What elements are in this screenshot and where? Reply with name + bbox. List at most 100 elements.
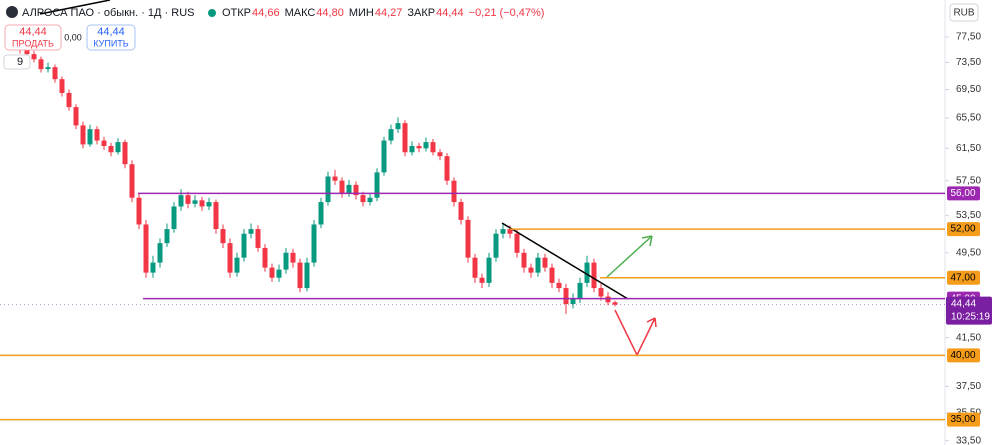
buy-label[interactable]: КУПИТЬ	[93, 38, 128, 48]
level-badge	[947, 222, 980, 237]
buy-price[interactable]: 44,44	[97, 26, 125, 38]
y-tick-label: 41,50	[956, 332, 981, 343]
level-label: 40,00	[950, 350, 975, 361]
candle-body	[101, 140, 107, 146]
candle-body	[325, 176, 331, 203]
candle-body	[220, 229, 226, 244]
drawings	[39, 0, 657, 357]
candle-body	[514, 233, 520, 253]
candle-body	[206, 202, 212, 207]
candle-body	[178, 195, 184, 207]
candle-body	[577, 282, 583, 299]
level-label: 52,00	[950, 224, 975, 235]
candle-body	[108, 145, 114, 153]
ohlc-value: 44,27	[375, 7, 403, 19]
candle-body	[241, 233, 247, 258]
level-badge	[947, 412, 980, 427]
candle-body	[52, 67, 58, 80]
candle-body	[542, 257, 548, 268]
candle-body	[150, 262, 156, 273]
candle-body	[80, 125, 86, 145]
candle-body	[584, 262, 590, 283]
candle-body	[563, 288, 569, 305]
candle-body	[402, 123, 408, 153]
candle-body	[598, 288, 604, 297]
candle-body	[451, 180, 457, 203]
candle-body	[45, 67, 51, 70]
candle-body	[290, 252, 296, 263]
header: АЛРОСА ПАО · обыкн. · 1Д · RUS 44,44 ПРО…	[3, 3, 979, 70]
change: −0,21 (−0,47%)	[469, 7, 545, 19]
candle-body	[164, 229, 170, 244]
down-arrow	[614, 309, 657, 357]
ohlc-value: 44,66	[252, 7, 280, 19]
candle-body	[311, 224, 317, 263]
candle-body	[360, 195, 366, 203]
candle-body	[605, 296, 611, 303]
level-label: 47,00	[950, 272, 975, 283]
candle-body	[465, 219, 471, 258]
spread: 0,00	[64, 32, 82, 42]
candle-body	[276, 269, 282, 278]
candle-body	[136, 197, 142, 225]
buy-button[interactable]	[86, 24, 136, 51]
candle-body	[444, 156, 450, 181]
candle-body	[570, 298, 576, 305]
candle-body	[213, 202, 219, 230]
candle-body	[122, 142, 128, 165]
symbol: АЛРОСА ПАО · обыкн. · 1Д · RUS	[22, 7, 195, 19]
candle-body	[381, 140, 387, 173]
candle-body	[129, 164, 135, 198]
candle-body	[591, 262, 597, 289]
candle-body	[437, 152, 443, 157]
y-tick-label: 53,50	[956, 210, 981, 221]
ohlc-label: МАКС	[285, 7, 316, 19]
sell-price[interactable]: 44,44	[19, 26, 47, 38]
candle-body	[199, 200, 205, 207]
trend-line	[39, 0, 111, 15]
currency-box[interactable]	[949, 3, 979, 22]
indicator[interactable]: 9	[17, 56, 23, 68]
candle-body	[430, 142, 436, 153]
y-tick-label: 33,50	[956, 435, 981, 445]
level-label: 35,00	[950, 414, 975, 425]
candle-body	[234, 257, 240, 273]
candle-body	[549, 267, 555, 283]
countdown: 10:25:19	[951, 311, 990, 322]
candle-body	[143, 224, 149, 273]
market-status	[208, 9, 216, 17]
candle-body	[255, 229, 261, 248]
last-price-badge	[946, 296, 992, 325]
sell-button[interactable]	[4, 24, 62, 51]
candle-body	[423, 142, 429, 149]
sell-label[interactable]: ПРОДАТЬ	[12, 38, 54, 48]
candle-body	[38, 59, 44, 70]
candle-body	[346, 184, 352, 194]
candle-body	[528, 267, 534, 273]
candle-body	[248, 229, 254, 234]
ohlc-label: МИН	[349, 7, 374, 19]
candle-body	[535, 257, 541, 273]
level-label: 56,00	[950, 188, 975, 199]
candle-body	[283, 252, 289, 270]
ohlc-value: 44,80	[316, 7, 344, 19]
candle-body	[171, 206, 177, 230]
candle-body	[157, 243, 163, 263]
currency[interactable]: RUB	[953, 8, 974, 19]
y-tick-label: 49,50	[956, 247, 981, 258]
candle-body	[192, 200, 198, 204]
candle-body	[507, 229, 513, 234]
level-badge	[947, 186, 980, 201]
candle-body	[297, 262, 303, 289]
candle-body	[388, 129, 394, 141]
candle-body	[339, 180, 345, 194]
level-badge	[947, 270, 980, 285]
candle-body	[458, 202, 464, 220]
candle-body	[556, 282, 562, 289]
candle-body	[521, 252, 527, 268]
trend-line	[501, 222, 629, 300]
candle-body	[87, 129, 93, 145]
symbol-icon	[6, 6, 18, 18]
indicator-chip[interactable]	[3, 54, 31, 70]
ohlc-label: ЗАКР	[407, 7, 435, 19]
